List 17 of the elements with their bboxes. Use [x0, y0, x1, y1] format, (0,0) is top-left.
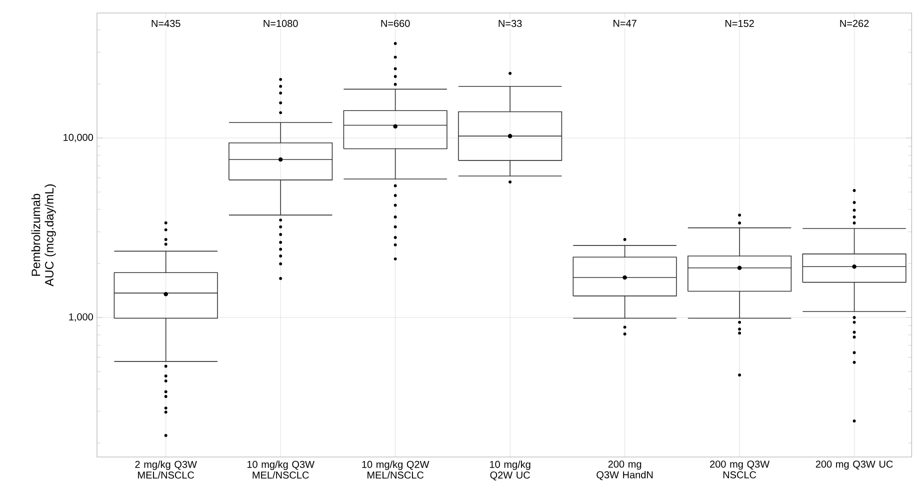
x-tick-label: 10 mg/kg Q2W UC: [490, 460, 530, 480]
x-tick-label: 200 mg Q3W HandN: [596, 460, 653, 480]
annotation: N=660: [381, 20, 410, 28]
y-axis-title: Pembrolizumab AUC (mcg.day/mL): [31, 184, 56, 286]
annotation: N=152: [725, 20, 754, 28]
annotation: N=1080: [264, 20, 298, 28]
annotation: N=435: [152, 20, 180, 28]
y-tick-label: 10,000: [64, 134, 93, 142]
annotation: N=33: [498, 20, 522, 28]
x-tick-label: 200 mg Q3W UC: [816, 460, 893, 470]
annotation: N=262: [840, 20, 869, 28]
x-tick-label: 200 mg Q3W NSCLC: [710, 460, 770, 478]
y-tick-label: 1,000: [69, 313, 94, 322]
x-tick-label: 10 mg/kg Q3W MEL/NSCLC: [247, 460, 314, 479]
x-tick-label: 2 mg/kg Q3W MEL/NSCLC: [135, 460, 197, 479]
x-tick-label: 10 mg/kg Q2W MEL/NSCLC: [362, 460, 430, 479]
annotation: N=47: [614, 20, 636, 27]
